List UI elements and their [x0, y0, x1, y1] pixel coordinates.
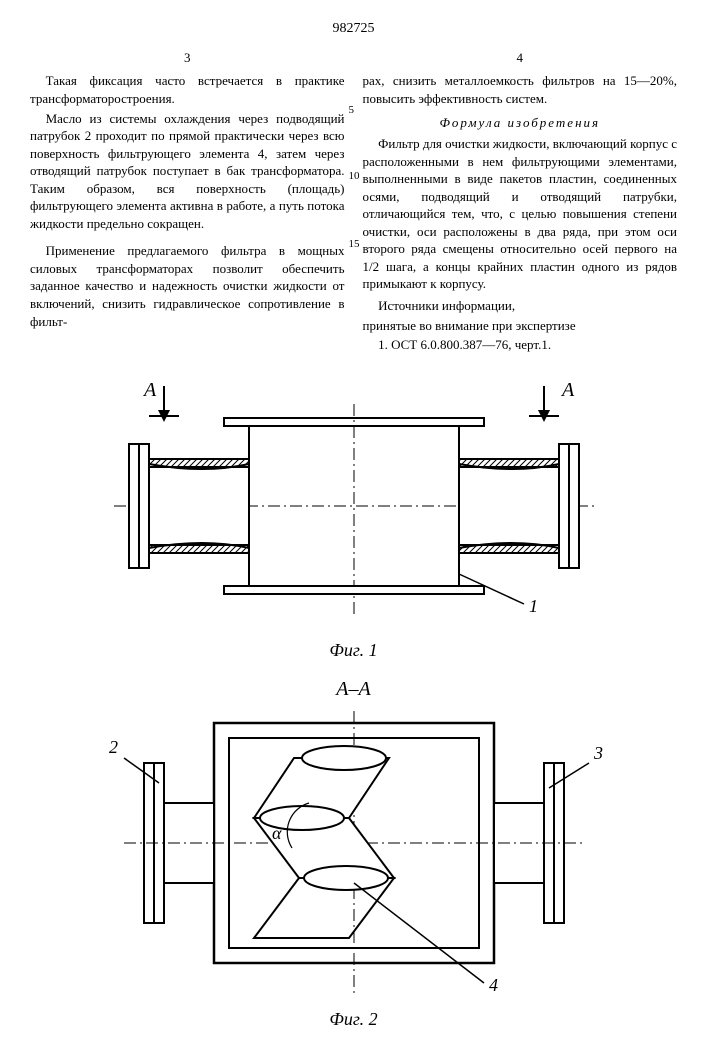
callout-4: 4: [489, 975, 498, 995]
sources-sub: принятые во внимание при экспертизе: [363, 317, 678, 335]
formula-title: Формула изобретения: [363, 114, 678, 132]
line-marker: 15: [349, 237, 360, 252]
figure-1: A A 1: [54, 374, 654, 634]
callout-1: 1: [529, 596, 538, 616]
section-label-left: A: [142, 379, 157, 401]
callout-3: 3: [593, 743, 603, 763]
para: рах, снизить металлоемкость фильтров на …: [363, 72, 678, 107]
para: Масло из системы охлаждения через подвод…: [30, 110, 345, 233]
para: Фильтр для очистки жидкости, включающий …: [363, 135, 678, 293]
sources-title: Источники информации,: [363, 297, 678, 315]
figure-2: α 2 3 4: [54, 703, 654, 1003]
doc-number: 982725: [30, 20, 677, 39]
para: Применение предлагаемого фильтра в мощны…: [30, 242, 345, 330]
para: Такая фиксация часто встречается в практ…: [30, 72, 345, 107]
line-marker: 5: [349, 103, 355, 118]
section-title-aa: A–A: [30, 676, 677, 703]
angle-label: α: [272, 823, 282, 843]
left-column: 3 Такая фиксация часто встречается в пра…: [30, 49, 345, 356]
right-column: 4 рах, снизить металлоемкость фильтров н…: [363, 49, 678, 356]
right-col-num: 4: [363, 49, 678, 67]
left-col-num: 3: [30, 49, 345, 67]
figures-block: A A 1 Фиг. 1 A–A: [30, 374, 677, 1032]
section-label-right: A: [560, 379, 575, 401]
fig2-caption: Фиг. 2: [30, 1007, 677, 1031]
line-marker: 10: [349, 169, 360, 184]
sources-item: 1. ОСТ 6.0.800.387—76, черт.1.: [363, 336, 678, 354]
fig1-caption: Фиг. 1: [30, 638, 677, 662]
callout-2: 2: [109, 737, 118, 757]
text-columns: 3 Такая фиксация часто встречается в пра…: [30, 49, 677, 356]
